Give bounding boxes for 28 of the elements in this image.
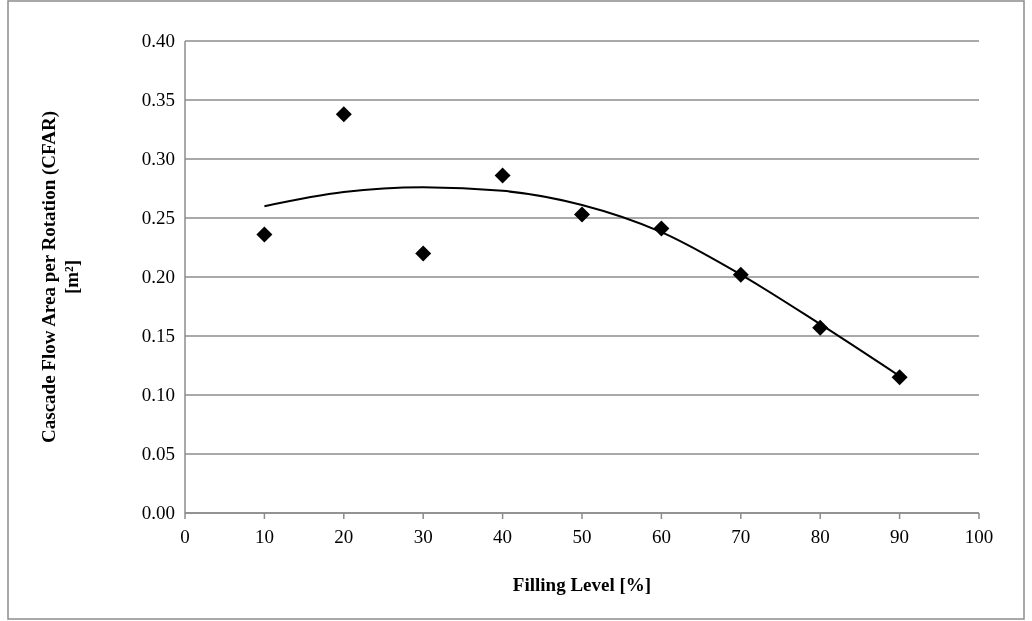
x-tick-label: 30: [413, 526, 433, 547]
y-tick-label: 0.35: [141, 89, 175, 110]
point: [256, 226, 273, 243]
point: [415, 245, 432, 262]
x-axis-title: Filling Level [%]: [512, 574, 652, 595]
y-tick-label: 0.05: [141, 443, 175, 464]
point: [335, 106, 352, 123]
x-tick-label: 60: [651, 526, 671, 547]
x-tick-label: 80: [810, 526, 830, 547]
x-tick-label: 70: [731, 526, 751, 547]
y-tick-label: 0.00: [141, 502, 175, 523]
x-tick-label: 100: [964, 526, 994, 547]
point: [891, 369, 908, 386]
y-axis-title: Cascade Flow Area per Rotation (CFAR) [m²]: [38, 111, 82, 443]
y-tick-label: 0.30: [141, 148, 175, 169]
y-tick-label: 0.40: [141, 30, 175, 51]
y-tick-label: 0.10: [141, 384, 175, 405]
x-tick-label: 90: [890, 526, 910, 547]
y-tick-label: 0.25: [141, 207, 175, 228]
x-tick-label: 20: [334, 526, 354, 547]
x-tick-label: 50: [572, 526, 592, 547]
y-tick-label: 0.20: [141, 266, 175, 287]
x-tick-label: 0: [180, 526, 190, 547]
y-tick-label: 0.15: [141, 325, 175, 346]
point: [574, 206, 590, 223]
x-tick-label: 10: [254, 526, 274, 547]
point: [494, 167, 511, 184]
x-tick-label: 40: [493, 526, 513, 547]
